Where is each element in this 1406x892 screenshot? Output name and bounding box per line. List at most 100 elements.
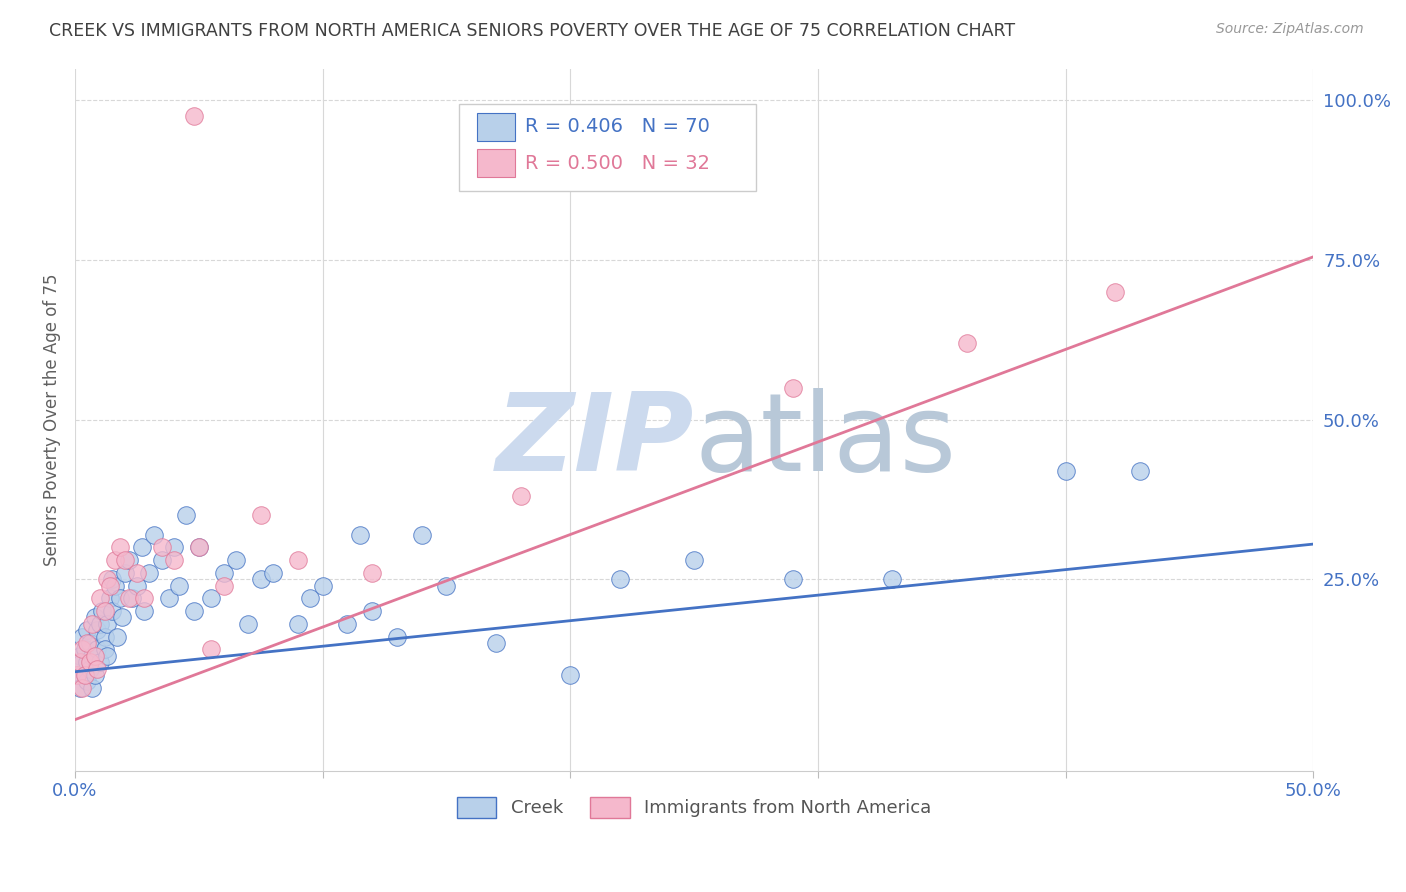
Point xyxy=(72,655,94,669)
Point xyxy=(79,655,101,669)
Point xyxy=(336,616,359,631)
Point xyxy=(83,668,105,682)
Point xyxy=(311,578,333,592)
Point xyxy=(66,668,89,682)
Point xyxy=(167,578,190,592)
Point xyxy=(361,604,384,618)
Point xyxy=(73,668,96,682)
Point xyxy=(69,655,91,669)
Point xyxy=(69,681,91,695)
Point xyxy=(89,616,111,631)
Point xyxy=(212,578,235,592)
Point xyxy=(134,604,156,618)
FancyBboxPatch shape xyxy=(478,149,515,178)
Point xyxy=(361,566,384,580)
Point xyxy=(108,541,131,555)
FancyBboxPatch shape xyxy=(478,112,515,141)
Point xyxy=(101,572,124,586)
Point xyxy=(86,642,108,657)
Point xyxy=(73,642,96,657)
Point xyxy=(118,591,141,606)
Point xyxy=(262,566,284,580)
Point xyxy=(72,681,94,695)
Text: R = 0.406   N = 70: R = 0.406 N = 70 xyxy=(524,118,710,136)
Point xyxy=(200,591,222,606)
Point xyxy=(93,630,115,644)
Y-axis label: Seniors Poverty Over the Age of 75: Seniors Poverty Over the Age of 75 xyxy=(44,273,60,566)
Point xyxy=(104,578,127,592)
Point xyxy=(125,566,148,580)
Point xyxy=(86,662,108,676)
Point xyxy=(200,642,222,657)
Point xyxy=(101,604,124,618)
Point xyxy=(143,527,166,541)
Point xyxy=(96,648,118,663)
Point xyxy=(560,668,582,682)
FancyBboxPatch shape xyxy=(458,103,756,192)
Point xyxy=(1054,464,1077,478)
Point xyxy=(436,578,458,592)
Point xyxy=(76,655,98,669)
Point xyxy=(108,591,131,606)
Point xyxy=(163,541,186,555)
Point xyxy=(238,616,260,631)
Point xyxy=(509,489,531,503)
Point xyxy=(485,636,508,650)
Point xyxy=(83,610,105,624)
Point xyxy=(111,610,134,624)
Point xyxy=(104,553,127,567)
Point xyxy=(89,655,111,669)
Point xyxy=(385,630,408,644)
Point xyxy=(82,648,104,663)
Point xyxy=(79,662,101,676)
Point xyxy=(125,578,148,592)
Point xyxy=(183,604,205,618)
Point xyxy=(782,572,804,586)
Point xyxy=(91,604,114,618)
Point xyxy=(150,541,173,555)
Point xyxy=(98,591,121,606)
Point xyxy=(118,553,141,567)
Point xyxy=(69,648,91,663)
Point xyxy=(66,668,89,682)
Point xyxy=(86,624,108,638)
Point xyxy=(72,642,94,657)
Point xyxy=(183,109,205,123)
Point xyxy=(121,591,143,606)
Point xyxy=(882,572,904,586)
Point xyxy=(134,591,156,606)
Point xyxy=(76,636,98,650)
Text: CREEK VS IMMIGRANTS FROM NORTH AMERICA SENIORS POVERTY OVER THE AGE OF 75 CORREL: CREEK VS IMMIGRANTS FROM NORTH AMERICA S… xyxy=(49,22,1015,40)
Text: R = 0.500   N = 32: R = 0.500 N = 32 xyxy=(524,153,710,173)
Point xyxy=(76,674,98,689)
Point xyxy=(150,553,173,567)
Point xyxy=(79,636,101,650)
Point xyxy=(72,630,94,644)
Point xyxy=(96,572,118,586)
Point xyxy=(96,616,118,631)
Point xyxy=(187,541,209,555)
Text: Source: ZipAtlas.com: Source: ZipAtlas.com xyxy=(1216,22,1364,37)
Point xyxy=(225,553,247,567)
Point xyxy=(82,681,104,695)
Point xyxy=(955,336,977,351)
Point xyxy=(89,591,111,606)
Point xyxy=(349,527,371,541)
Point xyxy=(212,566,235,580)
Point xyxy=(299,591,322,606)
Point xyxy=(157,591,180,606)
Point xyxy=(114,553,136,567)
Text: atlas: atlas xyxy=(695,388,956,493)
Text: ZIP: ZIP xyxy=(496,388,695,493)
Point xyxy=(176,508,198,523)
Point xyxy=(411,527,433,541)
Point xyxy=(138,566,160,580)
Point xyxy=(82,616,104,631)
Point xyxy=(609,572,631,586)
Point xyxy=(1129,464,1152,478)
Point xyxy=(683,553,706,567)
Point xyxy=(782,381,804,395)
Point xyxy=(163,553,186,567)
Point xyxy=(249,508,271,523)
Point xyxy=(98,578,121,592)
